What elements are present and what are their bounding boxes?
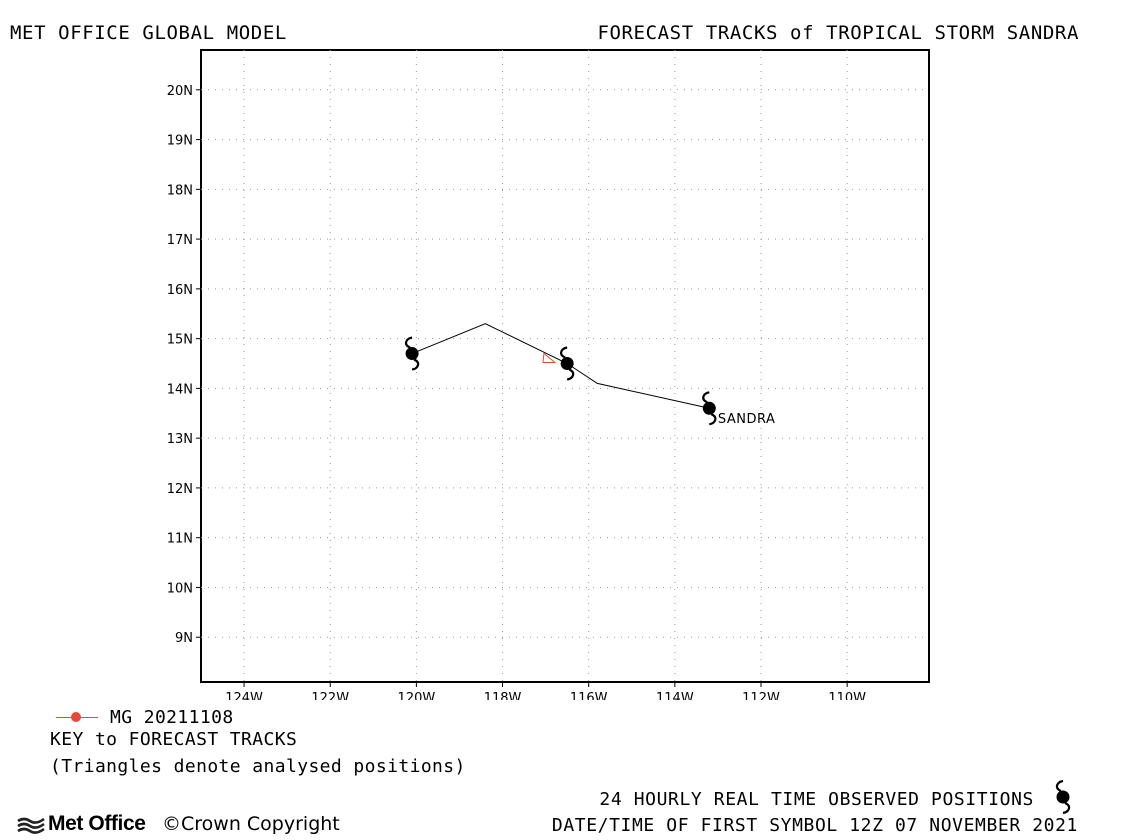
graticule (201, 50, 929, 682)
lat-tick-label: 18N (167, 183, 193, 198)
storm-arm-top (702, 391, 710, 404)
model-title: MET OFFICE GLOBAL MODEL (10, 22, 287, 44)
legend-storm-symbol (1055, 780, 1071, 814)
track-map: 124W 122W 120W 118W 116W 114W 112W 110W 20N 19N 18… (167, 49, 930, 700)
storm-core (560, 357, 574, 371)
key-forecast-dot (71, 712, 81, 722)
key-title: KEY to FORECAST TRACKS (50, 729, 298, 750)
lon-tick-label: 114W (656, 691, 694, 700)
lat-tick-label: 12N (167, 482, 193, 497)
observed-position-symbol (702, 391, 717, 426)
first-symbol-datetime: DATE/TIME OF FIRST SYMBOL 12Z 07 NOVEMBE… (551, 815, 1078, 836)
copyright-notice: ©Crown Copyright (162, 813, 340, 835)
lon-tick-label: 118W (484, 691, 522, 700)
key-note: (Triangles denote analysed positions) (50, 756, 466, 777)
lon-tick-label: 120W (398, 691, 436, 700)
storm-arm-top (404, 336, 413, 349)
met-office-logo-icon (17, 817, 45, 834)
storm-arm-top (560, 346, 568, 359)
storm-arm-bottom (411, 358, 420, 371)
lon-tick-label: 116W (570, 691, 608, 700)
storm-core (405, 347, 419, 361)
lat-tick-label: 17N (167, 233, 193, 248)
storm-tracks: SANDRA (404, 323, 776, 427)
met-office-logo-text: Met Office (48, 812, 146, 835)
axis-ticks: 124W 122W 120W 118W 116W 114W 112W 110W 20N 19N 18… (167, 84, 866, 700)
storm-name-label: SANDRA (718, 412, 776, 427)
analysed-position-triangle (542, 352, 557, 364)
lon-tick-label: 112W (742, 691, 780, 700)
lat-tick-label: 10N (167, 581, 193, 596)
hurricane-symbol-icon (1055, 780, 1071, 814)
lat-tick-label: 19N (167, 134, 193, 149)
storm-arm-bottom (566, 368, 575, 381)
lat-tick-label: 14N (167, 382, 193, 397)
key-entry-label: MG 20211108 (110, 707, 234, 728)
storm-arm-bottom (709, 413, 717, 426)
lon-tick-label: 124W (225, 691, 263, 700)
storm-core (1056, 790, 1070, 804)
lat-tick-label: 11N (167, 532, 193, 547)
storm-arm-bottom (1062, 801, 1071, 814)
lat-tick-label: 9N (175, 631, 193, 646)
observed-position-symbol (560, 346, 575, 381)
lon-tick-label: 122W (311, 691, 349, 700)
lon-tick-label: 110W (828, 691, 866, 700)
lat-tick-label: 13N (167, 432, 193, 447)
lat-tick-label: 15N (167, 333, 193, 348)
storm-arm-top (1055, 780, 1064, 793)
storm-core (702, 401, 716, 415)
observed-position-symbol (404, 336, 420, 371)
lat-tick-label: 20N (167, 84, 193, 99)
observed-positions-label: 24 HOURLY REAL TIME OBSERVED POSITIONS (599, 789, 1034, 810)
lat-tick-label: 16N (167, 283, 193, 298)
chart-title: FORECAST TRACKS of TROPICAL STORM SANDRA (597, 22, 1079, 44)
